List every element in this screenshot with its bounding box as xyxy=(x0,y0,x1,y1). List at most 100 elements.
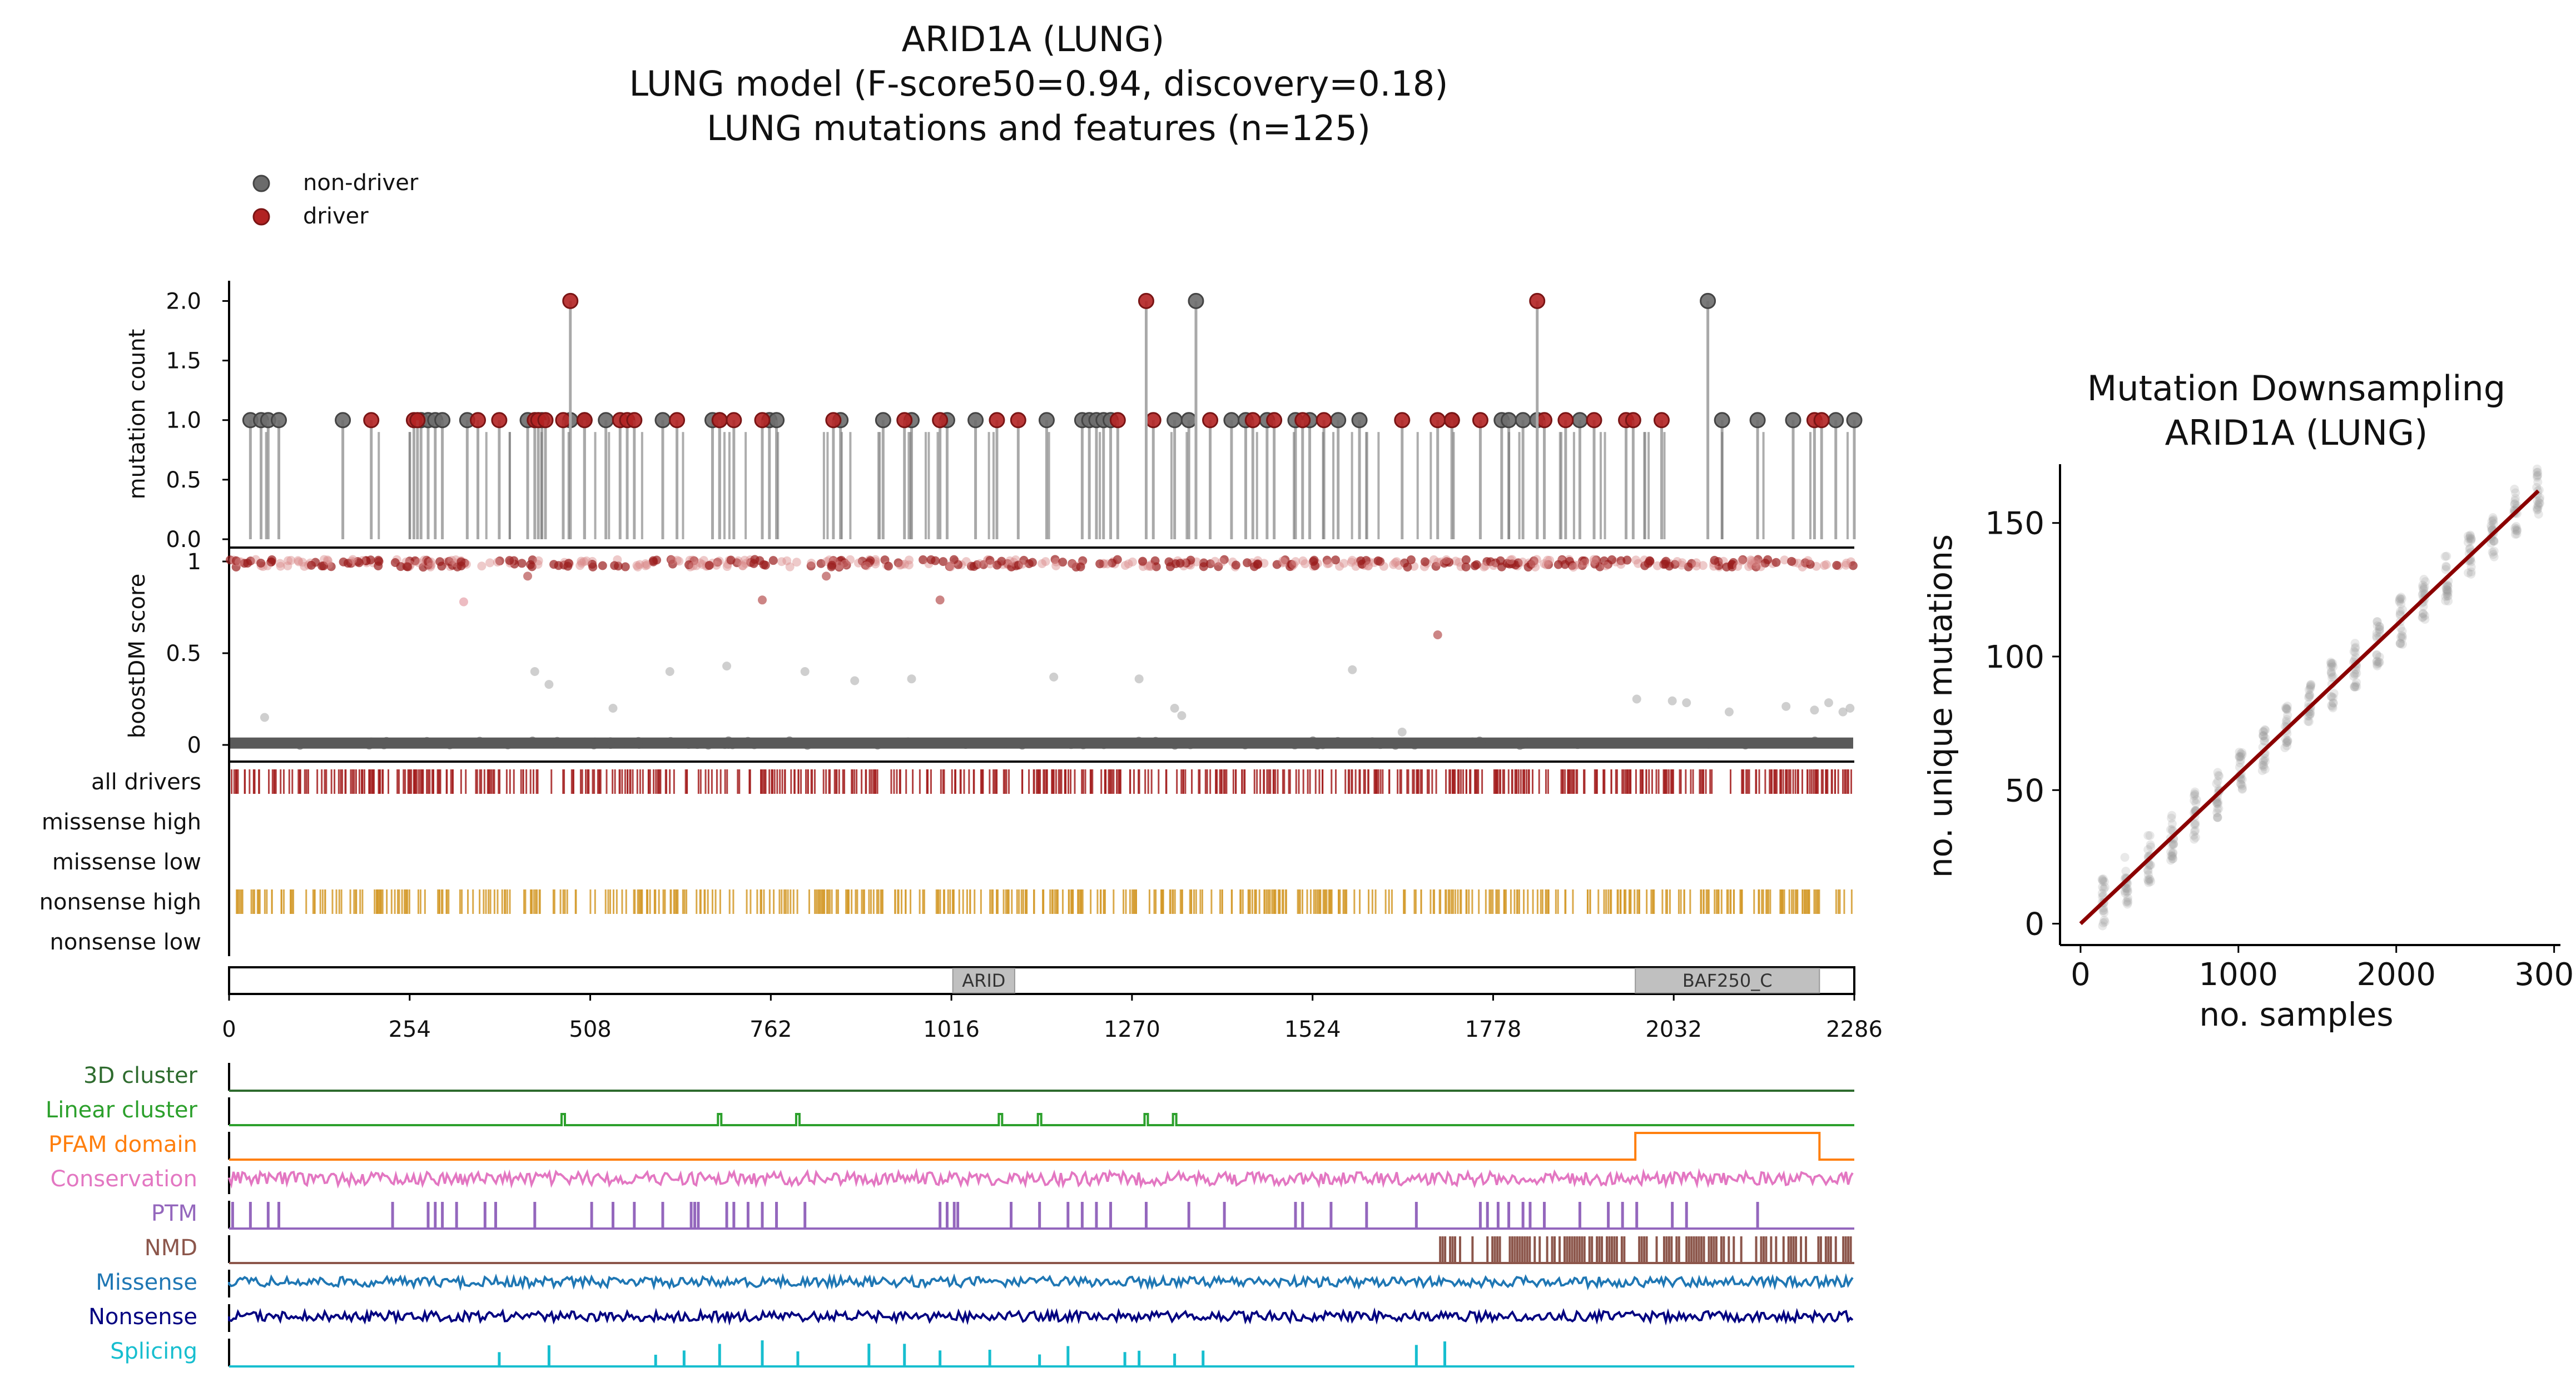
driver-mutation-point xyxy=(669,412,686,429)
boostdm-driver-point xyxy=(1018,559,1027,569)
downsampling-sample-point xyxy=(2122,884,2131,893)
boostdm-nondriver-point xyxy=(1099,740,1109,749)
boostdm-driver-point xyxy=(979,560,988,569)
downsampling-sample-point xyxy=(2487,516,2496,526)
boostdm-driver-point xyxy=(1652,561,1662,570)
downsampling-sample-point xyxy=(2259,762,2269,772)
driver-mutation-point xyxy=(537,412,554,429)
nondriver-mutation-point xyxy=(654,412,671,429)
boostdm-driver-point xyxy=(1108,558,1117,568)
boostdm-driver-point xyxy=(1331,555,1341,565)
boostdm-driver-point xyxy=(1019,555,1029,565)
driver-mutation-point xyxy=(576,412,593,429)
downsampling-sample-point xyxy=(2213,770,2223,780)
downsampling-sample-point xyxy=(2098,877,2108,886)
boostdm-nondriver-point xyxy=(1667,696,1677,705)
nondriver-mutation-point xyxy=(1700,292,1716,309)
downsampling-sample-point xyxy=(2098,874,2108,884)
boostdm-driver-point xyxy=(1431,561,1441,571)
boostdm-driver-point xyxy=(366,555,375,565)
boostdm-driver-point xyxy=(1433,630,1442,639)
downsampling-sample-point xyxy=(2191,833,2200,842)
downsampling-sample-point xyxy=(2395,639,2405,648)
boostdm-driver-point xyxy=(294,556,303,565)
boostdm-nondriver-point xyxy=(528,737,537,746)
downsampling-sample-point xyxy=(2237,775,2247,784)
downsampling-sample-point xyxy=(2099,916,2109,925)
downsampling-x-tick-label: 1000 xyxy=(2199,957,2279,993)
downsampling-sample-point xyxy=(2168,848,2178,857)
downsampling-sample-point xyxy=(2442,589,2451,598)
driver-mutation-point xyxy=(1145,412,1162,429)
downsampling-sample-point xyxy=(2489,536,2498,545)
downsampling-sample-point xyxy=(2398,640,2407,649)
boostdm-driver-point xyxy=(649,557,658,566)
nondriver-mutation-point xyxy=(768,412,785,429)
downsampling-sample-point xyxy=(2304,717,2314,727)
boostdm-driver-point xyxy=(1631,555,1641,565)
nondriver-mutation-point xyxy=(1785,412,1801,429)
downsampling-sample-point xyxy=(2328,698,2337,708)
downsampling-sample-point xyxy=(2466,569,2476,579)
boostdm-driver-point xyxy=(447,555,456,565)
driver-track-marks xyxy=(231,769,1853,914)
downsampling-sample-point xyxy=(2168,839,2178,849)
downsampling-sample-point xyxy=(2398,627,2407,636)
downsampling-sample-point xyxy=(2282,715,2291,724)
boostdm-driver-point xyxy=(424,557,433,566)
feature-track-label: Conservation xyxy=(51,1166,197,1192)
downsampling-sample-point xyxy=(2512,524,2522,534)
nondriver-mutation-point xyxy=(434,412,451,429)
downsampling-sample-point xyxy=(2237,784,2247,793)
downsampling-sample-point xyxy=(2372,659,2382,669)
downsampling-sample-point xyxy=(2533,471,2542,480)
driver-mutation-point xyxy=(1202,412,1219,429)
boostdm-driver-point xyxy=(1406,555,1416,564)
downsampling-sample-point xyxy=(2418,613,2428,622)
boostdm-driver-point xyxy=(307,560,316,570)
downsampling-sample-point xyxy=(2097,888,2107,898)
boostdm-driver-point xyxy=(1479,562,1488,571)
downsampling-sample-point xyxy=(2236,749,2246,758)
boostdm-nondriver-point xyxy=(954,738,963,748)
boostdm-driver-point xyxy=(1335,561,1344,571)
boostdm-nondriver-point xyxy=(1663,737,1672,747)
boostdm-driver-point xyxy=(695,558,704,568)
downsampling-sample-point xyxy=(2465,544,2474,554)
boostdm-nondriver-point xyxy=(1134,737,1144,746)
boostdm-driver-point xyxy=(1580,556,1589,565)
downsampling-sample-point xyxy=(2123,898,2133,907)
downsampling-sample-point xyxy=(2441,563,2451,572)
downsampling-sample-point xyxy=(2419,584,2429,593)
boostdm-driver-point xyxy=(1210,556,1220,566)
downsampling-sample-point xyxy=(2441,596,2450,605)
boostdm-driver-point xyxy=(757,595,767,605)
downsampling-sample-point xyxy=(2350,644,2360,653)
downsampling-marks xyxy=(2079,464,2545,931)
driver-mutation-point xyxy=(1430,412,1446,429)
driver-mutation-point xyxy=(989,412,1005,429)
boostdm-driver-point xyxy=(1041,557,1050,566)
driver-tracks-panel: all drivers missense high missense low nons… xyxy=(39,762,1853,956)
downsampling-sample-point xyxy=(2441,582,2451,591)
downsampling-sample-point xyxy=(2099,884,2108,893)
downsampling-sample-point xyxy=(2213,813,2222,822)
boostdm-driver-point xyxy=(862,561,871,570)
downsampling-sample-point xyxy=(2396,607,2405,617)
downsampling-sample-point xyxy=(2144,878,2153,887)
downsampling-sample-point xyxy=(2534,498,2544,508)
boostdm-driver-point xyxy=(1301,559,1310,569)
downsampling-sample-point xyxy=(2259,760,2269,770)
downsampling-sample-point xyxy=(2442,551,2451,561)
boostdm-driver-point xyxy=(1545,555,1555,565)
boostdm-driver-point xyxy=(343,559,353,568)
boostdm-nondriver-point xyxy=(850,676,860,685)
boostdm-nondriver-point xyxy=(1079,740,1088,749)
boostdm-driver-point xyxy=(1242,558,1252,568)
boostdm-driver-point xyxy=(750,555,760,564)
boostdm-nondriver-point xyxy=(800,667,810,676)
boostdm-driver-point xyxy=(577,556,586,566)
downsampling-ylabel: no. unique mutations xyxy=(1922,534,1959,878)
legend-marker-driver xyxy=(252,208,270,226)
boostdm-nondriver-point xyxy=(1532,739,1542,749)
